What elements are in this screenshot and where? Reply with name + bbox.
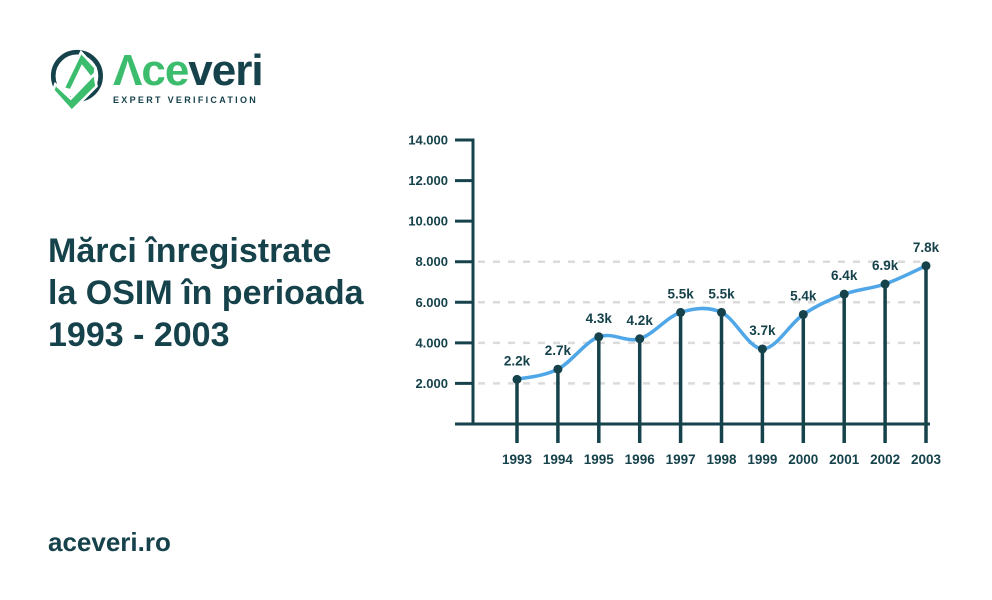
y-tick-label: 14.000 bbox=[408, 133, 448, 148]
x-axis-label: 1997 bbox=[666, 452, 696, 467]
data-point bbox=[553, 364, 563, 374]
brand-logo: Λceveri EXPERT VERIFICATION bbox=[50, 44, 264, 112]
logo-check-icon bbox=[51, 71, 98, 112]
y-tick-label: 6.000 bbox=[415, 295, 448, 310]
y-tick-label: 2.000 bbox=[415, 376, 448, 391]
x-axis-label: 2003 bbox=[911, 452, 942, 467]
data-point-label: 5.4k bbox=[790, 288, 817, 303]
page-title: Mărci înregistrate la OSIM în perioada 1… bbox=[48, 232, 364, 354]
x-axis-label: 1996 bbox=[625, 452, 656, 467]
data-point bbox=[880, 279, 890, 289]
y-tick-label: 10.000 bbox=[408, 214, 448, 229]
data-point bbox=[839, 289, 849, 299]
website-url: aceveri.ro bbox=[48, 527, 171, 557]
x-axis-label: 2000 bbox=[788, 452, 818, 467]
data-point bbox=[676, 307, 686, 317]
data-point-label: 6.9k bbox=[872, 258, 899, 273]
brand-name-part2: veri bbox=[188, 46, 263, 95]
y-tick-label: 4.000 bbox=[415, 335, 448, 350]
data-point bbox=[717, 307, 726, 317]
data-point-label: 2.2k bbox=[504, 353, 531, 368]
brand-text: Λceveri EXPERT VERIFICATION bbox=[113, 44, 264, 106]
x-axis-label: 1993 bbox=[502, 452, 533, 467]
x-axis-label: 1994 bbox=[543, 452, 574, 467]
data-point-label: 2.7k bbox=[545, 343, 572, 358]
x-axis-label: 1999 bbox=[747, 452, 777, 467]
y-tick-label: 8.000 bbox=[415, 254, 448, 269]
x-axis-label: 2002 bbox=[870, 452, 900, 467]
data-point bbox=[921, 261, 931, 271]
x-axis-label: 2001 bbox=[829, 452, 860, 467]
brand-logo-icon bbox=[50, 49, 103, 112]
data-point-label: 4.2k bbox=[627, 313, 654, 328]
data-point bbox=[594, 332, 604, 342]
data-point-label: 6.4k bbox=[831, 268, 858, 283]
y-tick-label: 12.000 bbox=[408, 173, 448, 188]
brand-wordmark: Λceveri bbox=[113, 49, 264, 93]
data-point bbox=[757, 344, 767, 354]
x-axis-label: 1998 bbox=[706, 452, 737, 467]
brand-name-part1: Λce bbox=[113, 46, 189, 95]
brand-tagline: EXPERT VERIFICATION bbox=[113, 95, 259, 105]
data-point bbox=[798, 309, 808, 319]
data-point-label: 5.5k bbox=[667, 286, 694, 301]
data-point-label: 5.5k bbox=[708, 286, 735, 301]
data-point-label: 3.7k bbox=[749, 323, 776, 338]
data-point-label: 4.3k bbox=[586, 311, 613, 326]
data-point bbox=[512, 374, 522, 384]
x-axis-label: 1995 bbox=[584, 452, 615, 467]
data-point bbox=[635, 334, 645, 344]
data-point-label: 7.8k bbox=[913, 240, 940, 255]
